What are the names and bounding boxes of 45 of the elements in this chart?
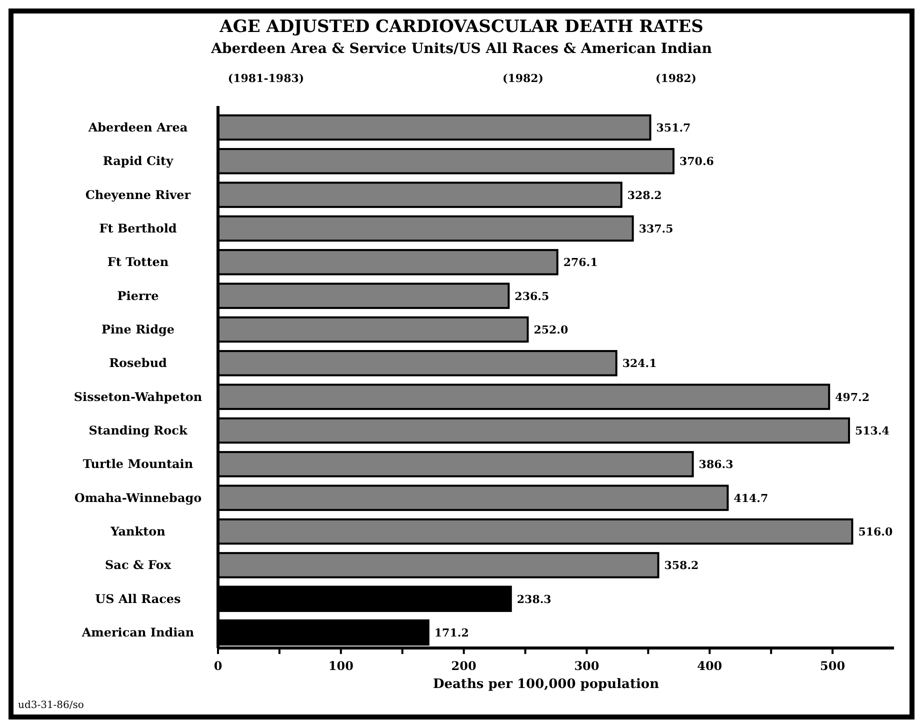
data-label: 370.6 xyxy=(680,155,714,168)
data-label: 324.1 xyxy=(622,357,657,370)
chart-subtitle: Aberdeen Area & Service Units/US All Races & American Indian xyxy=(210,41,712,57)
y-tick-label: Standing Rock xyxy=(88,424,188,438)
y-tick-label: Ft Totten xyxy=(107,255,169,270)
data-label: 351.7 xyxy=(656,121,691,134)
data-label: 497.2 xyxy=(835,390,870,404)
text: (1982) xyxy=(655,72,697,85)
data-label: 171.2 xyxy=(434,626,469,640)
x-tick-label: 300 xyxy=(574,659,600,673)
data-label: 358.2 xyxy=(664,559,699,572)
data-label: 328.2 xyxy=(627,188,662,202)
y-tick-label: Sisseton-Wahpeton xyxy=(74,390,202,404)
x-tick-label: 0 xyxy=(214,659,222,673)
x-tick-label: 100 xyxy=(328,659,354,673)
data-label: 238.3 xyxy=(516,592,552,606)
data-label: 513.4 xyxy=(855,424,890,438)
text: (1981-1983) xyxy=(228,72,304,85)
y-tick-label: Ft Berthold xyxy=(99,221,178,236)
chart-title: AGE ADJUSTED CARDIOVASCULAR DEATH RATES xyxy=(218,17,704,37)
data-label: 236.5 xyxy=(514,290,550,303)
y-tick-label: Cheyenne River xyxy=(85,188,192,202)
y-tick-label: Pine Ridge xyxy=(101,322,175,336)
data-label: 252.0 xyxy=(534,323,569,336)
y-tick-label: Turtle Mountain xyxy=(82,457,194,472)
x-tick-label: 400 xyxy=(697,659,722,673)
y-tick-label: Pierre xyxy=(117,288,160,303)
data-label: 414.7 xyxy=(734,492,768,505)
x-axis-title: Deaths per 100,000 population xyxy=(432,677,660,692)
data-label: 386.3 xyxy=(698,458,734,472)
y-tick-label: Yankton xyxy=(110,524,166,539)
y-tick-label: Aberdeen Area xyxy=(87,120,188,134)
y-tick-label: Rapid City xyxy=(102,154,174,168)
y-tick-label: Rosebud xyxy=(109,356,168,370)
text: (1982) xyxy=(502,72,544,85)
text: ud3-31-86/so xyxy=(18,700,84,711)
data-label: 337.5 xyxy=(638,222,674,236)
y-tick-label: US All Races xyxy=(95,592,182,606)
x-tick-label: 500 xyxy=(820,659,846,673)
data-label: 276.1 xyxy=(563,256,598,270)
x-tick-label: 200 xyxy=(451,659,476,673)
y-tick-label: American Indian xyxy=(80,626,194,640)
data-label: 516.0 xyxy=(858,526,893,539)
y-tick-label: Omaha-Winnebago xyxy=(74,490,202,505)
y-tick-label: Sac & Fox xyxy=(105,558,172,572)
